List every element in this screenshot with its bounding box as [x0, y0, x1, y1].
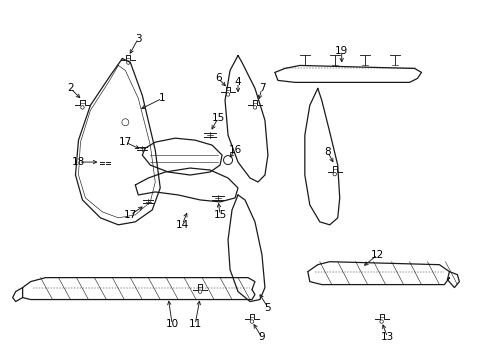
Text: 9: 9: [258, 332, 264, 342]
Text: 4: 4: [234, 77, 241, 87]
Text: 12: 12: [370, 250, 384, 260]
Text: 14: 14: [175, 220, 188, 230]
Text: 13: 13: [380, 332, 393, 342]
Text: 17: 17: [119, 137, 132, 147]
Text: 5: 5: [264, 302, 271, 312]
Text: 2: 2: [67, 84, 74, 93]
Text: 18: 18: [72, 157, 85, 167]
Text: 10: 10: [165, 319, 179, 329]
Text: 19: 19: [334, 45, 347, 55]
Text: 15: 15: [211, 113, 224, 123]
Text: 3: 3: [135, 33, 142, 44]
Text: 16: 16: [228, 145, 241, 155]
Text: 7: 7: [258, 84, 264, 93]
Text: 17: 17: [123, 210, 137, 220]
Text: 6: 6: [214, 73, 221, 84]
Text: 8: 8: [324, 147, 330, 157]
Text: 1: 1: [159, 93, 165, 103]
Text: 15: 15: [213, 210, 226, 220]
Text: 11: 11: [188, 319, 202, 329]
